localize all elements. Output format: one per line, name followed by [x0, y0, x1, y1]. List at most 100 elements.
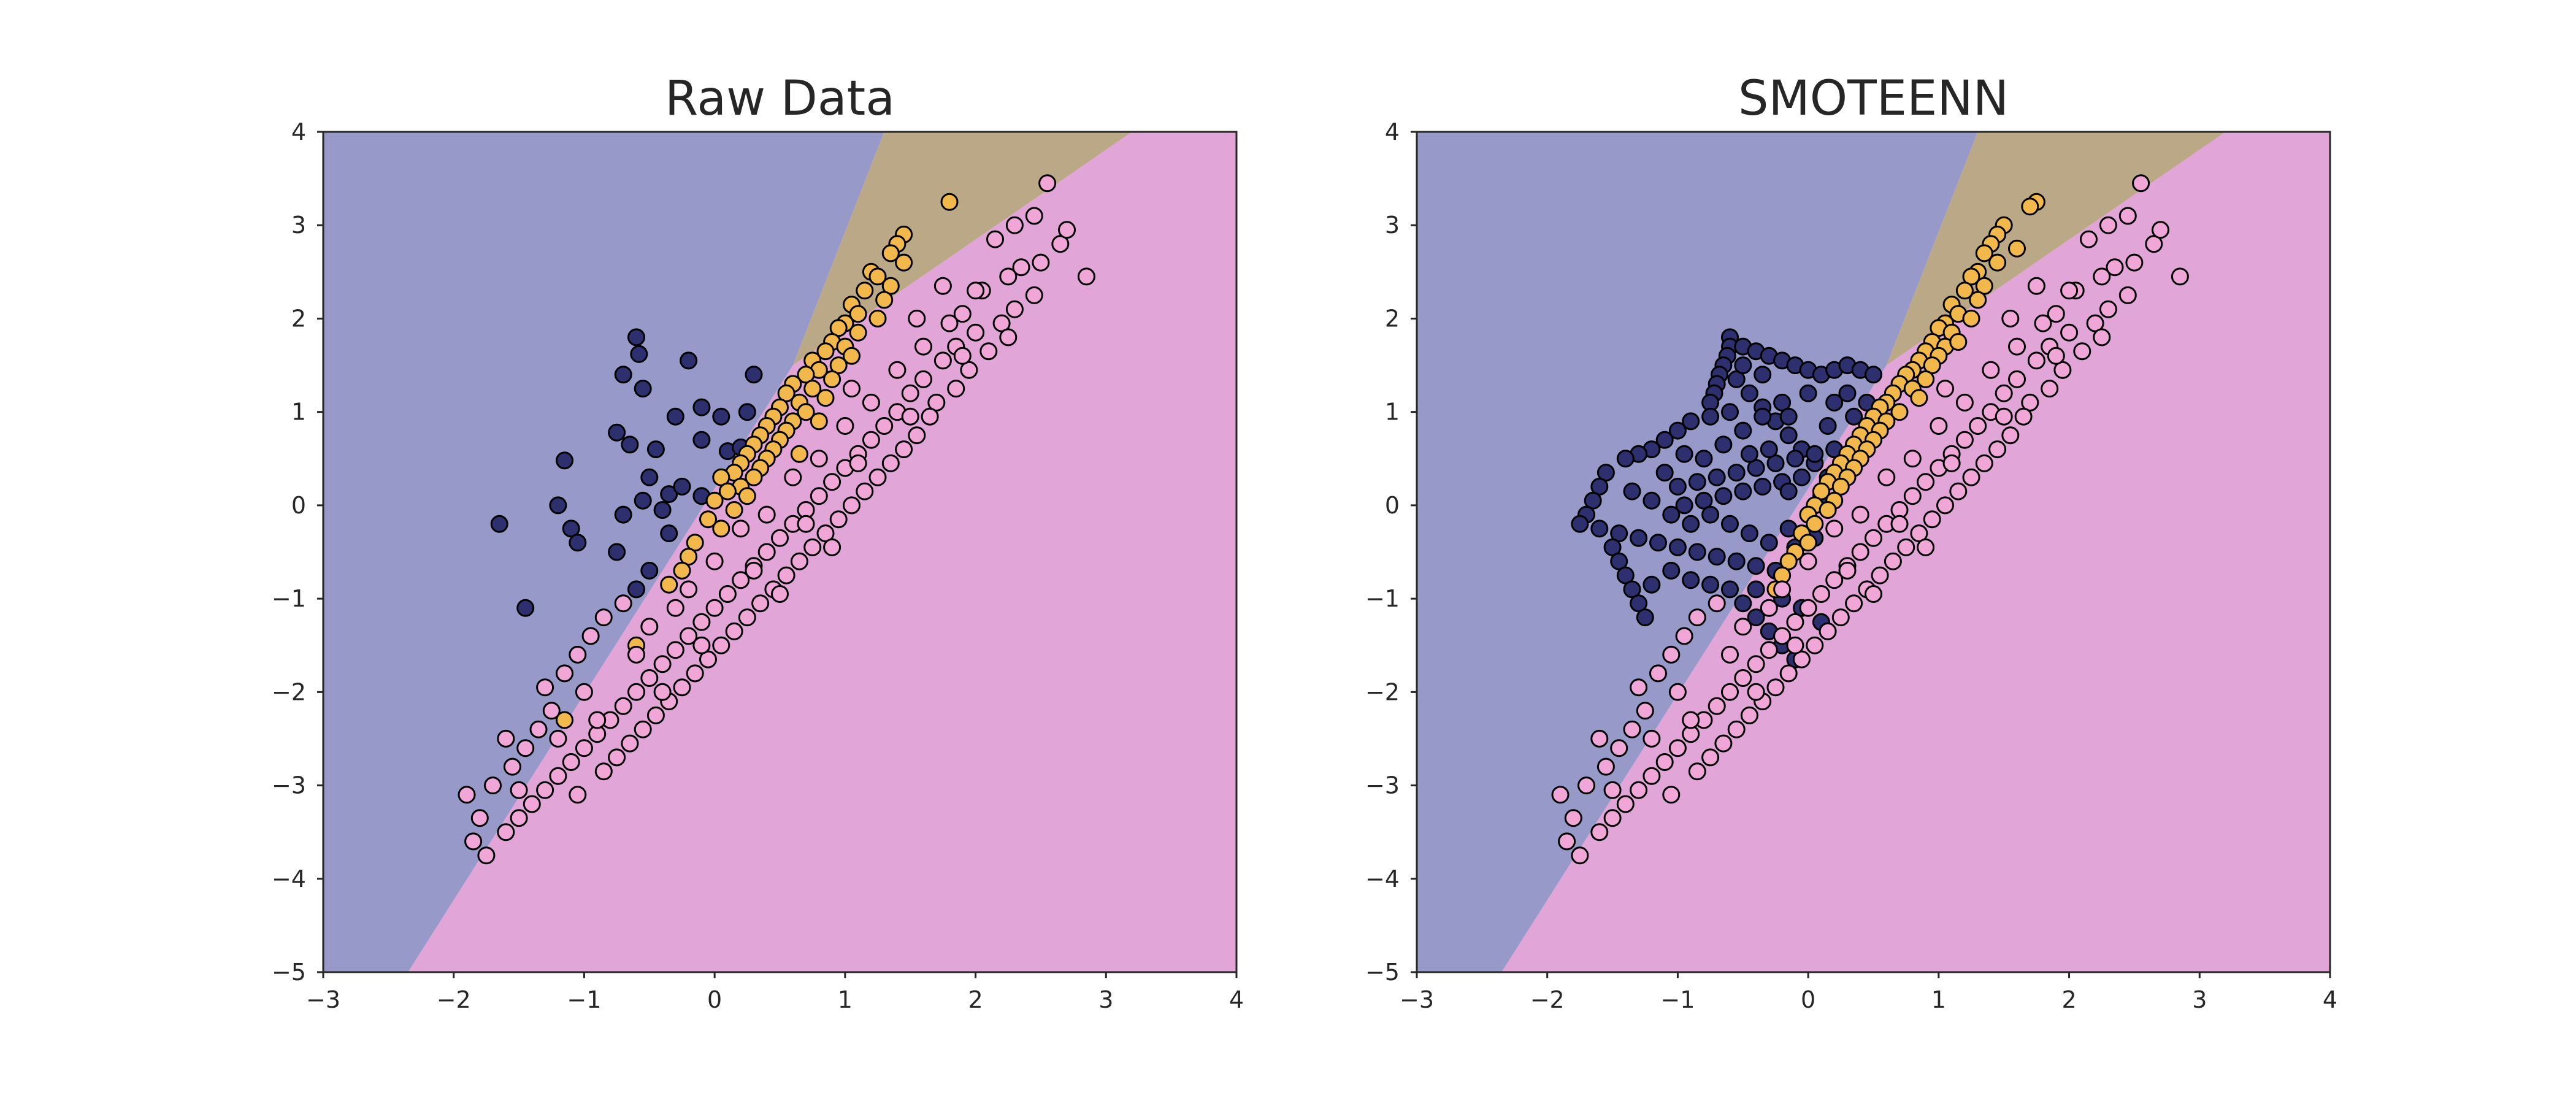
point-class-2	[881, 454, 900, 472]
point-class-2	[1760, 641, 1778, 659]
point-class-1	[1890, 403, 1909, 421]
point-class-0	[1655, 464, 1674, 482]
point-class-0	[1682, 412, 1700, 431]
scatter-points	[1551, 174, 2189, 865]
point-class-2	[1838, 561, 1857, 580]
point-class-1	[797, 403, 815, 421]
point-class-2	[1005, 300, 1024, 318]
point-class-2	[1025, 207, 1043, 225]
x-tick-label: −2	[437, 986, 471, 1013]
point-class-2	[771, 585, 789, 603]
point-class-0	[640, 468, 659, 486]
point-class-0	[1662, 561, 1681, 580]
point-class-2	[1995, 384, 2013, 402]
point-class-0	[1865, 366, 1882, 384]
decision-region-class-0	[323, 132, 884, 972]
y-tick-label: 3	[291, 212, 306, 239]
point-class-0	[630, 345, 648, 363]
point-class-0	[1616, 450, 1635, 468]
point-class-2	[692, 613, 711, 631]
point-class-1	[712, 468, 730, 486]
point-class-2	[1819, 622, 1837, 640]
point-class-2	[614, 594, 632, 613]
scatter-points	[458, 174, 1095, 865]
point-class-0	[490, 515, 508, 533]
point-class-2	[680, 580, 698, 599]
point-class-0	[1734, 421, 1752, 440]
point-class-2	[745, 561, 763, 580]
point-class-0	[1714, 435, 1733, 454]
point-class-1	[1799, 534, 1817, 552]
point-class-1	[1910, 389, 1928, 407]
point-class-2	[757, 505, 776, 524]
point-class-0	[1747, 608, 1765, 627]
point-class-0	[556, 451, 573, 470]
point-class-1	[1955, 282, 1974, 300]
point-class-0	[1695, 450, 1713, 468]
point-class-0	[640, 561, 659, 580]
point-class-1	[875, 291, 894, 309]
chart-title: SMOTEENN	[1738, 71, 2009, 126]
point-class-1	[705, 491, 724, 510]
axes-frame	[1416, 131, 2331, 973]
point-class-2	[836, 417, 854, 435]
point-class-0	[1590, 519, 1609, 538]
point-class-0	[634, 380, 652, 398]
point-class-2	[1982, 361, 2000, 379]
point-class-1	[940, 193, 959, 211]
point-class-2	[2099, 300, 2117, 318]
point-class-2	[979, 342, 998, 361]
point-class-0	[1630, 594, 1648, 613]
point-class-1	[843, 347, 861, 365]
y-tick-label: 3	[1385, 212, 1400, 239]
point-class-2	[1779, 664, 1798, 683]
point-class-2	[1740, 706, 1758, 724]
point-class-2	[1590, 729, 1609, 748]
point-class-2	[1643, 729, 1661, 748]
point-class-2	[640, 618, 659, 636]
point-class-2	[653, 655, 672, 673]
point-class-2	[843, 380, 861, 398]
point-class-2	[1675, 627, 1693, 645]
point-class-0	[1584, 491, 1602, 510]
point-class-1	[856, 282, 874, 300]
point-class-2	[1923, 510, 1941, 529]
point-class-0	[1779, 482, 1798, 500]
point-class-0	[634, 491, 652, 510]
y-tick-label: −1	[272, 585, 306, 612]
x-tick-label: −1	[567, 986, 601, 1013]
point-class-2	[712, 636, 730, 654]
point-class-2	[940, 314, 959, 332]
point-class-2	[1662, 645, 1681, 664]
point-class-1	[849, 323, 867, 342]
y-tick-label: −4	[1365, 865, 1400, 892]
point-class-1	[777, 384, 795, 402]
point-class-0	[1747, 580, 1765, 599]
point-class-1	[803, 380, 822, 398]
point-class-2	[2008, 370, 2026, 388]
point-class-0	[1819, 417, 1837, 435]
point-class-2	[1786, 613, 1804, 631]
point-class-0	[1675, 496, 1693, 515]
point-class-2	[810, 487, 828, 505]
point-class-2	[1610, 739, 1628, 757]
point-class-1	[790, 445, 808, 463]
point-class-2	[1590, 823, 1609, 841]
point-class-1	[868, 309, 887, 328]
point-class-2	[1975, 454, 1993, 472]
point-class-0	[1721, 515, 1739, 533]
point-class-2	[523, 795, 541, 813]
point-class-0	[666, 407, 684, 426]
x-tick-label: 0	[1801, 986, 1815, 1013]
point-class-2	[1603, 809, 1622, 827]
point-class-1	[816, 342, 835, 361]
point-class-2	[1032, 253, 1050, 272]
point-class-2	[790, 552, 808, 570]
point-class-1	[881, 244, 900, 263]
point-class-0	[673, 477, 691, 496]
point-class-0	[1708, 468, 1726, 486]
point-class-2	[914, 370, 932, 388]
point-class-2	[738, 608, 756, 627]
point-class-2	[497, 823, 515, 841]
point-class-2	[1825, 571, 1844, 589]
